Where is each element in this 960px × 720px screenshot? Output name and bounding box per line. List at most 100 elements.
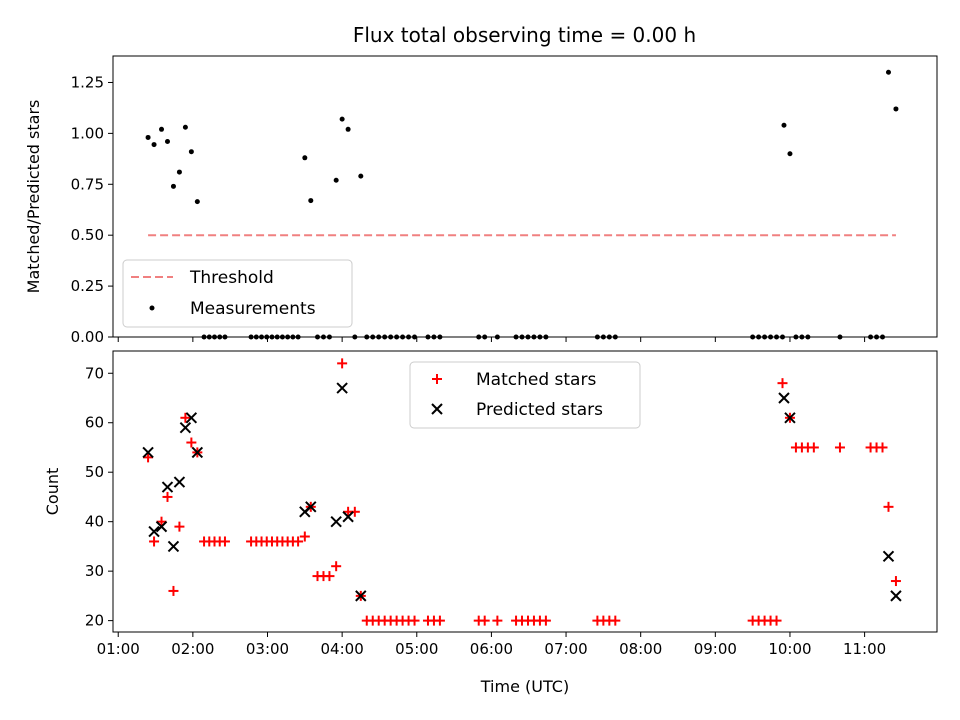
ratio-y-axis-label: Matched/Predicted stars	[24, 100, 43, 294]
ratio-y-tick-label: 0.75	[71, 175, 104, 193]
x-tick-label: 11:00	[843, 640, 886, 658]
count-y-ticks: 20 30 40 50 60 70	[85, 364, 113, 630]
measurement-point	[781, 122, 787, 128]
measurement-point	[145, 134, 151, 140]
x-tick-label: 07:00	[544, 640, 587, 658]
matched-stars-point	[434, 615, 445, 626]
count-y-tick-label: 20	[85, 612, 104, 630]
measurement-point	[159, 126, 165, 132]
measurement-point	[188, 149, 194, 155]
matched-stars-point	[174, 521, 185, 532]
predicted-stars-point	[155, 520, 168, 533]
legend-predicted-swatch	[431, 403, 443, 415]
x-tick-label: 05:00	[395, 640, 438, 658]
measurement-point	[885, 69, 891, 75]
count-y-tick-label: 70	[85, 364, 104, 382]
legend-predicted-label: Predicted stars	[476, 400, 603, 420]
matched-stars-point	[771, 615, 782, 626]
count-y-axis-label: Count	[43, 468, 62, 516]
ratio-axes-frame	[112, 55, 938, 338]
predicted-stars-point	[882, 550, 895, 563]
matched-stars-point	[162, 491, 173, 502]
matched-stars-point	[324, 571, 335, 582]
measurement-point	[302, 155, 308, 161]
ratio-panel: Flux total observing time = 0.00 h 0.000…	[24, 23, 938, 346]
count-x-ticks: 01:00 02:00 03:00 04:00 05:00 06:00 07:00 08:00…	[97, 632, 886, 658]
matched-stars-point	[834, 442, 845, 453]
x-tick-label: 08:00	[619, 640, 662, 658]
measurement-point	[787, 151, 793, 157]
predicted-stars-point	[336, 382, 348, 394]
count-y-tick-label: 60	[85, 414, 104, 432]
measurement-point	[308, 198, 314, 204]
matched-stars-point	[883, 501, 894, 512]
measurement-point	[164, 139, 170, 145]
count-y-tick-label: 40	[85, 513, 104, 531]
legend-matched-label: Matched stars	[476, 370, 596, 390]
predicted-stars-point	[330, 515, 342, 528]
x-axis-label: Time (UTC)	[480, 677, 569, 696]
predicted-stars-point	[142, 446, 154, 459]
matched-stars-point	[331, 561, 342, 572]
legend-measurements-swatch	[149, 305, 155, 311]
predicted-stars-point	[784, 412, 796, 424]
predicted-stars-point	[148, 525, 160, 538]
x-tick-label: 06:00	[470, 640, 513, 658]
ratio-y-tick-label: 0.50	[71, 226, 104, 244]
measurement-point	[345, 126, 351, 132]
ratio-legend: Threshold Measurements	[122, 259, 353, 328]
predicted-stars-point	[167, 540, 180, 553]
ratio-y-tick-label: 0.25	[71, 277, 104, 295]
matched-stars-point	[409, 615, 420, 626]
matched-stars-point	[186, 437, 197, 448]
ratio-y-tick-label: 0.00	[71, 328, 104, 346]
chart-title: Flux total observing time = 0.00 h	[353, 23, 696, 47]
x-tick-label: 03:00	[246, 640, 289, 658]
matched-stars-point	[890, 576, 901, 587]
matched-stars-point	[777, 378, 788, 389]
matched-stars-point	[156, 516, 167, 527]
matched-stars-point	[610, 615, 621, 626]
predicted-stars-point	[179, 421, 192, 434]
x-tick-label: 09:00	[694, 640, 737, 658]
ratio-y-ticks: 0.00 0.25 0.50 0.75 1.00 1.25	[71, 73, 113, 346]
measurement-point	[151, 142, 157, 148]
count-panel: 01:00 02:00 03:00 04:00 05:00 06:00 07:00 08:00…	[43, 350, 938, 696]
count-legend: Matched stars Predicted stars	[409, 361, 641, 429]
ratio-y-tick-label: 1.25	[71, 73, 104, 91]
matched-stars-point	[337, 358, 348, 369]
legend-threshold-label: Threshold	[189, 268, 274, 288]
predicted-stars-point	[305, 501, 317, 513]
predicted-stars-point	[191, 446, 204, 459]
predicted-stars-point	[890, 590, 902, 602]
x-tick-label: 04:00	[321, 640, 364, 658]
matched-stars-point	[299, 531, 310, 542]
ratio-y-tick-label: 1.00	[71, 124, 104, 142]
predicted-stars-point	[778, 392, 790, 404]
matched-stars-point	[219, 536, 230, 547]
legend-measurements-label: Measurements	[190, 299, 316, 319]
x-tick-label: 01:00	[97, 640, 140, 658]
measurement-point	[339, 116, 345, 122]
matched-stars-point	[168, 585, 179, 596]
legend-matched-swatch	[432, 374, 442, 384]
predicted-stars-point	[342, 511, 354, 523]
count-y-tick-label: 30	[85, 562, 104, 580]
measurement-point	[170, 183, 176, 189]
matched-stars-point	[492, 615, 503, 626]
predicted-stars-point	[185, 412, 198, 424]
matched-stars-point	[149, 536, 160, 547]
matched-stars-point	[479, 615, 490, 626]
count-marks	[142, 358, 902, 626]
predicted-stars-point	[173, 476, 186, 488]
predicted-stars-point	[161, 481, 174, 493]
count-legend-box	[409, 361, 641, 429]
measurement-point	[176, 169, 182, 175]
matched-stars-point	[143, 452, 154, 463]
predicted-stars-point	[355, 590, 367, 602]
matched-stars-point	[808, 442, 819, 453]
ratio-legend-box	[122, 259, 353, 328]
count-y-tick-label: 50	[85, 463, 104, 481]
